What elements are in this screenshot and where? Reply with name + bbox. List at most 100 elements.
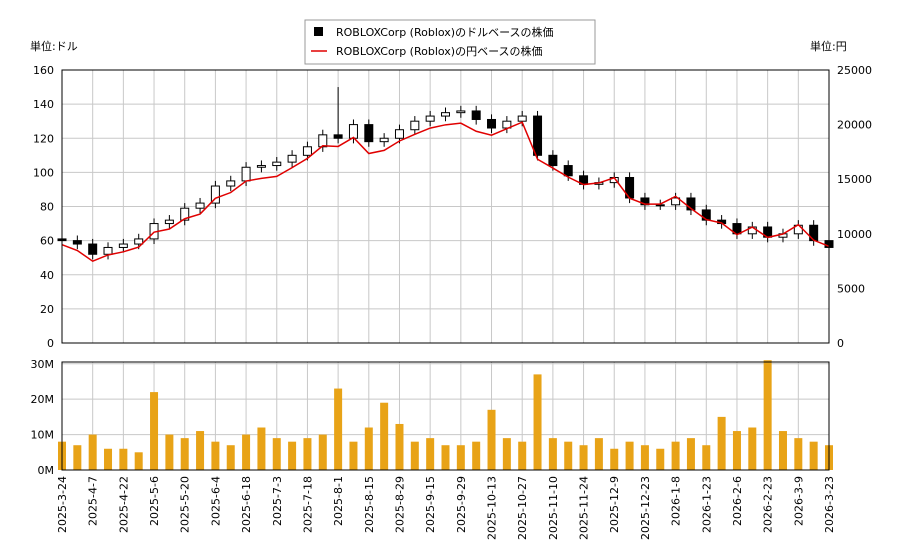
y-tick-label: 100 — [33, 166, 54, 179]
candle-body — [164, 219, 174, 225]
volume-bar — [686, 438, 695, 470]
y-tick-label: 10M — [31, 429, 55, 442]
y-tick-label: 120 — [33, 132, 54, 145]
legend-swatch — [314, 27, 323, 36]
y-tick-label: 40 — [40, 269, 54, 282]
volume-bar — [410, 441, 419, 470]
candle-body — [487, 118, 497, 129]
plot-frame — [61, 69, 830, 344]
x-tick-label: 2025-6-18 — [240, 476, 253, 533]
y-tick-label: 0M — [38, 464, 55, 477]
legend-entry: ROBLOXCorp (Roblox)のドルベースの株価 — [336, 25, 554, 39]
volume-bar — [763, 360, 772, 470]
x-tick-label: 2025-10-27 — [516, 476, 529, 540]
volume-bar — [395, 423, 404, 470]
volume-bar — [778, 431, 787, 470]
y-tick-label: 30M — [31, 358, 55, 371]
candle-body — [72, 240, 82, 245]
candle-body — [517, 115, 527, 122]
price-line — [61, 121, 830, 263]
volume-bar — [732, 431, 741, 470]
volume-bar — [257, 427, 266, 470]
candle-body — [563, 165, 573, 177]
y2-tick-label: 10000 — [837, 228, 872, 241]
candle-body — [441, 112, 450, 117]
y-tick-label: 0 — [47, 337, 54, 350]
volume-bar — [119, 448, 128, 470]
candle-body — [180, 207, 190, 221]
x-tick-label: 2026-2-23 — [762, 476, 775, 533]
x-tick-label: 2025-4-7 — [87, 476, 100, 526]
candle-body — [302, 146, 312, 156]
candle-body — [348, 124, 358, 139]
candle-body — [548, 154, 558, 167]
volume-bar — [426, 438, 435, 470]
candle-body — [425, 115, 435, 122]
y-unit: 単位:ドル — [30, 39, 78, 53]
volume-bar — [318, 434, 327, 470]
candle-body — [456, 110, 466, 114]
candle-body — [410, 120, 420, 131]
y-tick-label: 140 — [33, 98, 54, 111]
volume-bar — [165, 434, 174, 470]
volume-bar — [196, 431, 205, 470]
x-tick-label: 2026-1-8 — [670, 476, 683, 526]
y2-unit: 単位:円 — [810, 39, 847, 53]
x-tick-label: 2025-3-24 — [56, 476, 69, 533]
volume-bar — [349, 441, 358, 470]
volume-bar — [702, 445, 711, 470]
volume-bar — [472, 441, 481, 470]
volume-bar — [104, 448, 113, 470]
volume-bar — [548, 438, 557, 470]
volume-bar — [564, 441, 573, 470]
x-tick-label: 2025-7-3 — [271, 476, 284, 526]
candle-body — [394, 129, 404, 139]
y-tick-label: 160 — [33, 64, 54, 77]
candle-body — [287, 154, 297, 163]
y-tick-label: 20 — [40, 303, 54, 316]
volume-bar — [487, 409, 496, 470]
volume-bar — [533, 374, 542, 470]
candle-body — [118, 243, 128, 248]
x-tick-label: 2025-5-6 — [148, 476, 161, 526]
x-tick-label: 2025-8-29 — [393, 476, 406, 533]
volume-bar — [656, 448, 665, 470]
y-tick-label: 60 — [40, 235, 54, 248]
x-tick-label: 2025-12-9 — [608, 476, 621, 533]
volume-bar — [272, 438, 281, 470]
x-tick-label: 2025-7-18 — [301, 476, 314, 533]
x-tick-label: 2025-5-20 — [179, 476, 192, 533]
volume-bar — [73, 445, 82, 470]
candle-body — [655, 204, 665, 207]
x-tick-label: 2025-11-24 — [578, 476, 591, 540]
volume-bar — [794, 438, 803, 470]
candle-body — [686, 197, 696, 211]
y-tick-label: 20M — [31, 393, 55, 406]
y2-tick-label: 0 — [837, 337, 844, 350]
volume-bar — [380, 402, 389, 470]
volume-bar — [625, 441, 634, 470]
volume-bar — [640, 445, 649, 470]
candle-body — [195, 202, 205, 209]
volume-bar — [717, 416, 726, 470]
candle-body — [103, 246, 113, 255]
candle-body — [471, 110, 481, 120]
candle-body — [210, 185, 220, 204]
candle-body — [318, 134, 328, 148]
x-tick-label: 2025-9-29 — [455, 476, 468, 533]
x-tick-label: 2025-6-4 — [209, 476, 222, 526]
volume-bar — [180, 438, 189, 470]
x-tick-label: 2025-12-23 — [639, 476, 652, 540]
candle-body — [533, 115, 543, 156]
volume-bar — [303, 438, 312, 470]
x-tick-label: 2026-3-23 — [823, 476, 836, 533]
volume-bar — [502, 438, 511, 470]
volume-bar — [364, 427, 373, 470]
x-tick-label: 2025-9-15 — [424, 476, 437, 533]
volume-bar — [594, 438, 603, 470]
candle-body — [671, 197, 681, 206]
volume-bar — [226, 445, 235, 470]
x-tick-label: 2025-8-1 — [332, 476, 345, 526]
volume-bar — [456, 445, 465, 470]
